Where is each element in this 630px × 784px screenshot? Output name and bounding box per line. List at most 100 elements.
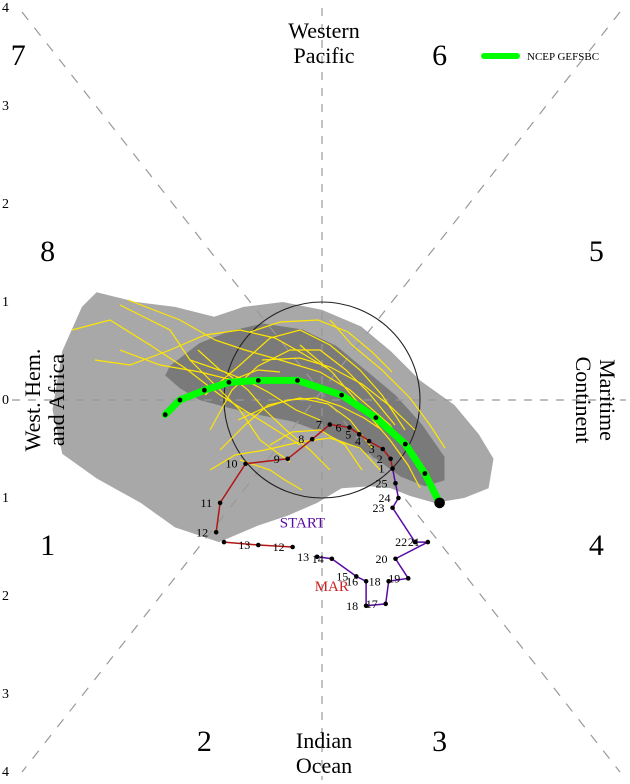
observed-point-23 — [363, 579, 369, 584]
forecast-point-10 — [422, 471, 428, 476]
ensemble-member-9 — [119, 349, 281, 381]
phase-label-4: 4 — [589, 529, 604, 562]
observed-label-21: 17 — [366, 597, 378, 611]
ensemble-member-12 — [299, 344, 421, 489]
observed-point-25 — [329, 556, 335, 562]
observed-point-9 — [366, 438, 372, 444]
observed-point-13 — [393, 481, 398, 486]
ensemble-member-8 — [219, 397, 373, 451]
observed-label-15: 23 — [373, 501, 385, 515]
observed-label-5: 8 — [298, 432, 304, 446]
ensemble-member-16 — [197, 349, 321, 421]
observed-point-10 — [380, 446, 386, 452]
observed-label-3: 10 — [226, 457, 238, 471]
forecast-point-8 — [373, 415, 379, 421]
observed-point-21 — [383, 601, 389, 607]
y-tick-8: 3 — [2, 687, 9, 702]
phase-label-7: 7 — [11, 39, 26, 72]
y-tick-3: 2 — [2, 197, 9, 212]
observed-point-8 — [356, 432, 362, 437]
observed-point-15 — [390, 505, 395, 511]
observed-label-27: 12 — [273, 540, 285, 554]
observed-label-7: 6 — [335, 420, 341, 434]
observed-point-3 — [243, 461, 248, 467]
phase-label-3: 3 — [432, 725, 447, 758]
observed-point-6 — [327, 422, 333, 427]
observed-point-26 — [314, 554, 320, 560]
observed-point-28 — [255, 542, 261, 548]
phase-label-2: 2 — [197, 725, 212, 758]
observed-point-19 — [405, 576, 411, 581]
observed-point-27 — [290, 544, 295, 550]
ensemble-member-11 — [239, 459, 303, 491]
phase-label-6: 6 — [432, 39, 447, 72]
observed-label-24: 15 — [336, 569, 348, 583]
diagonal-dashed-2 — [21, 11, 621, 773]
observed-label-11: 2 — [377, 452, 383, 466]
observed-label-17: 21 — [408, 535, 420, 549]
ensemble-member-14 — [261, 357, 416, 431]
observed-point-11 — [388, 456, 393, 462]
y-tick-4: 1 — [2, 295, 9, 310]
region-bottom-line1: Indian — [296, 728, 352, 753]
observed-label-6: 7 — [316, 418, 322, 432]
region-top-line1: Western — [288, 18, 360, 43]
annotation-1: START — [280, 515, 325, 531]
region-right-line2: Continent — [571, 357, 596, 444]
forecast-point-1 — [162, 412, 168, 418]
observed-label-25: 14 — [312, 552, 324, 566]
observed-label-23: 16 — [346, 574, 358, 588]
region-left-line2: and Africa — [44, 354, 69, 446]
observed-label-18: 20 — [376, 552, 388, 566]
observed-point-16 — [412, 539, 418, 545]
observed-point-24 — [354, 574, 359, 579]
y-tick-9: 4 — [2, 765, 9, 780]
observed-point-14 — [396, 495, 401, 501]
observed-point-7 — [347, 425, 352, 430]
ensemble-member-2 — [127, 299, 421, 471]
observed-label-1: 12 — [196, 525, 208, 539]
region-left-line1: West. Hem. — [20, 349, 45, 452]
observed-label-20: 18 — [369, 574, 381, 588]
y-tick-2: 3 — [2, 99, 9, 114]
y-tick-1: 4 — [2, 1, 9, 16]
observed-label-14: 24 — [378, 491, 390, 505]
forecast-point-9 — [402, 441, 408, 447]
observed-label-12: 1 — [379, 462, 385, 476]
phase-label-1: 1 — [40, 529, 55, 562]
region-bottom-line2: Ocean — [296, 753, 352, 778]
annotation-2: MAR — [315, 579, 349, 595]
observed-point-5 — [309, 436, 315, 442]
region-top-line2: Pacific — [293, 43, 354, 68]
observed-label-2: 11 — [201, 496, 213, 510]
region-left-label-group: West. Hem. and Africa — [20, 349, 69, 452]
y-tick-6: 1 — [2, 491, 9, 506]
observed-label-4: 9 — [274, 452, 280, 466]
ensemble-member-17 — [269, 429, 363, 471]
phase-label-8: 8 — [40, 235, 55, 268]
ensemble-member-18 — [329, 319, 446, 449]
observed-point-20 — [386, 579, 391, 584]
observed-label-26: 13 — [297, 550, 309, 564]
ensemble-member-10 — [209, 437, 381, 471]
observed-point-18 — [393, 556, 398, 562]
observed-point-12 — [390, 466, 395, 471]
phase-label-5: 5 — [589, 235, 604, 268]
forecast-point-5 — [255, 378, 261, 383]
ensemble-member-1 — [119, 304, 291, 463]
region-right-line1: Maritime — [595, 359, 620, 441]
ensemble-member-13 — [249, 319, 393, 373]
legend-label: NCEP GEFSBC — [527, 51, 599, 63]
observed-label-8: 5 — [345, 427, 351, 441]
forecast-point-3 — [202, 387, 207, 393]
y-tick-7: 2 — [2, 589, 9, 604]
unit-circle — [223, 301, 421, 499]
forecast-point-6 — [295, 378, 300, 383]
observed-label-10: 3 — [369, 442, 375, 456]
forecast-spread-inner — [165, 323, 445, 487]
forecast-point-4 — [226, 379, 232, 385]
ensemble-member-15 — [237, 397, 383, 431]
